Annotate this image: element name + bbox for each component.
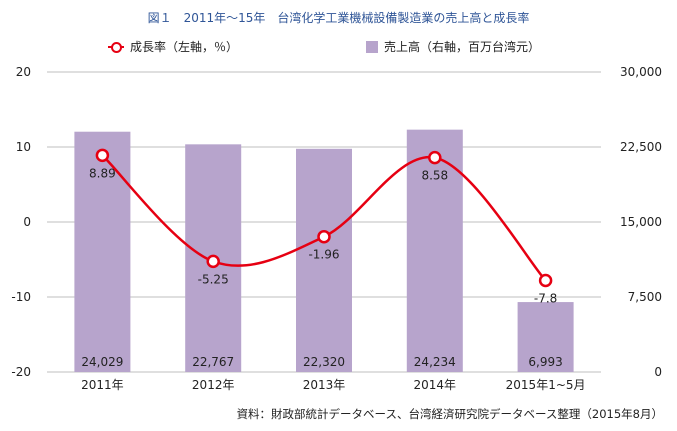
category-label: 2015年1~5月 — [506, 378, 586, 392]
bar-value-label: 6,993 — [528, 355, 562, 369]
chart-title: 図１ 2011年～15年 台湾化学工業機械設備製造業の売上高と成長率 — [147, 11, 530, 25]
right-axis-tick-label: 30,000 — [620, 65, 662, 79]
growth-rate-point — [317, 229, 331, 244]
source-note: 資料：財政部統計データベース、台湾経済研究院データベース整理（2015年8月） — [236, 407, 663, 421]
growth-rate-point — [95, 148, 110, 163]
growth-rate-point — [428, 150, 442, 165]
right-axis-tick-label: 0 — [654, 365, 662, 379]
left-axis-tick-label: 0 — [23, 215, 31, 229]
growth-rate-label: -5.25 — [198, 272, 229, 286]
growth-rate-point — [206, 254, 220, 269]
right-axis-tick-label: 15,000 — [620, 215, 662, 229]
bar — [296, 148, 352, 372]
bar-value-label: 22,320 — [303, 355, 345, 369]
bar — [517, 302, 574, 372]
category-label: 2014年 — [414, 378, 457, 392]
growth-rate-label: 8.89 — [89, 166, 116, 180]
left-axis-tick-label: 10 — [16, 140, 31, 154]
left-axis-tick-label: -10 — [11, 290, 31, 304]
left-axis-tick-label: 20 — [16, 65, 31, 79]
line-marker-icon — [108, 41, 124, 53]
legend-item-growth-rate: 成長率（左軸，％） — [108, 38, 238, 55]
legend-item-sales: 売上高（右軸，百万台湾元） — [366, 38, 540, 55]
bar-value-label: 24,234 — [414, 355, 456, 369]
bar — [74, 131, 131, 372]
bar-value-label: 22,767 — [192, 355, 234, 369]
growth-rate-label: -1.96 — [308, 248, 339, 262]
bar — [406, 129, 463, 372]
right-axis-tick-label: 7,500 — [628, 290, 662, 304]
legend: 成長率（左軸，％） 売上高（右軸，百万台湾元） — [0, 38, 677, 58]
legend-label-growth-rate: 成長率（左軸，％） — [130, 40, 239, 54]
growth-rate-label: 8.58 — [421, 169, 448, 183]
legend-label-sales: 売上高（右軸，百万台湾元） — [384, 40, 541, 54]
right-axis-tick-label: 22,500 — [620, 140, 662, 154]
bar-value-label: 24,029 — [81, 355, 123, 369]
left-axis-tick-label: -20 — [11, 365, 31, 379]
combo-chart: 24,029 22,767 22,320 24,234 6,993 20 10 0 -10 -20… — [11, 65, 662, 392]
category-label: 2012年 — [192, 378, 235, 392]
growth-rate-label: -7.8 — [534, 292, 557, 306]
category-label: 2011年 — [81, 378, 124, 392]
category-label: 2013年 — [303, 378, 346, 392]
bar-swatch-icon — [366, 40, 378, 53]
growth-rate-point — [538, 273, 553, 288]
